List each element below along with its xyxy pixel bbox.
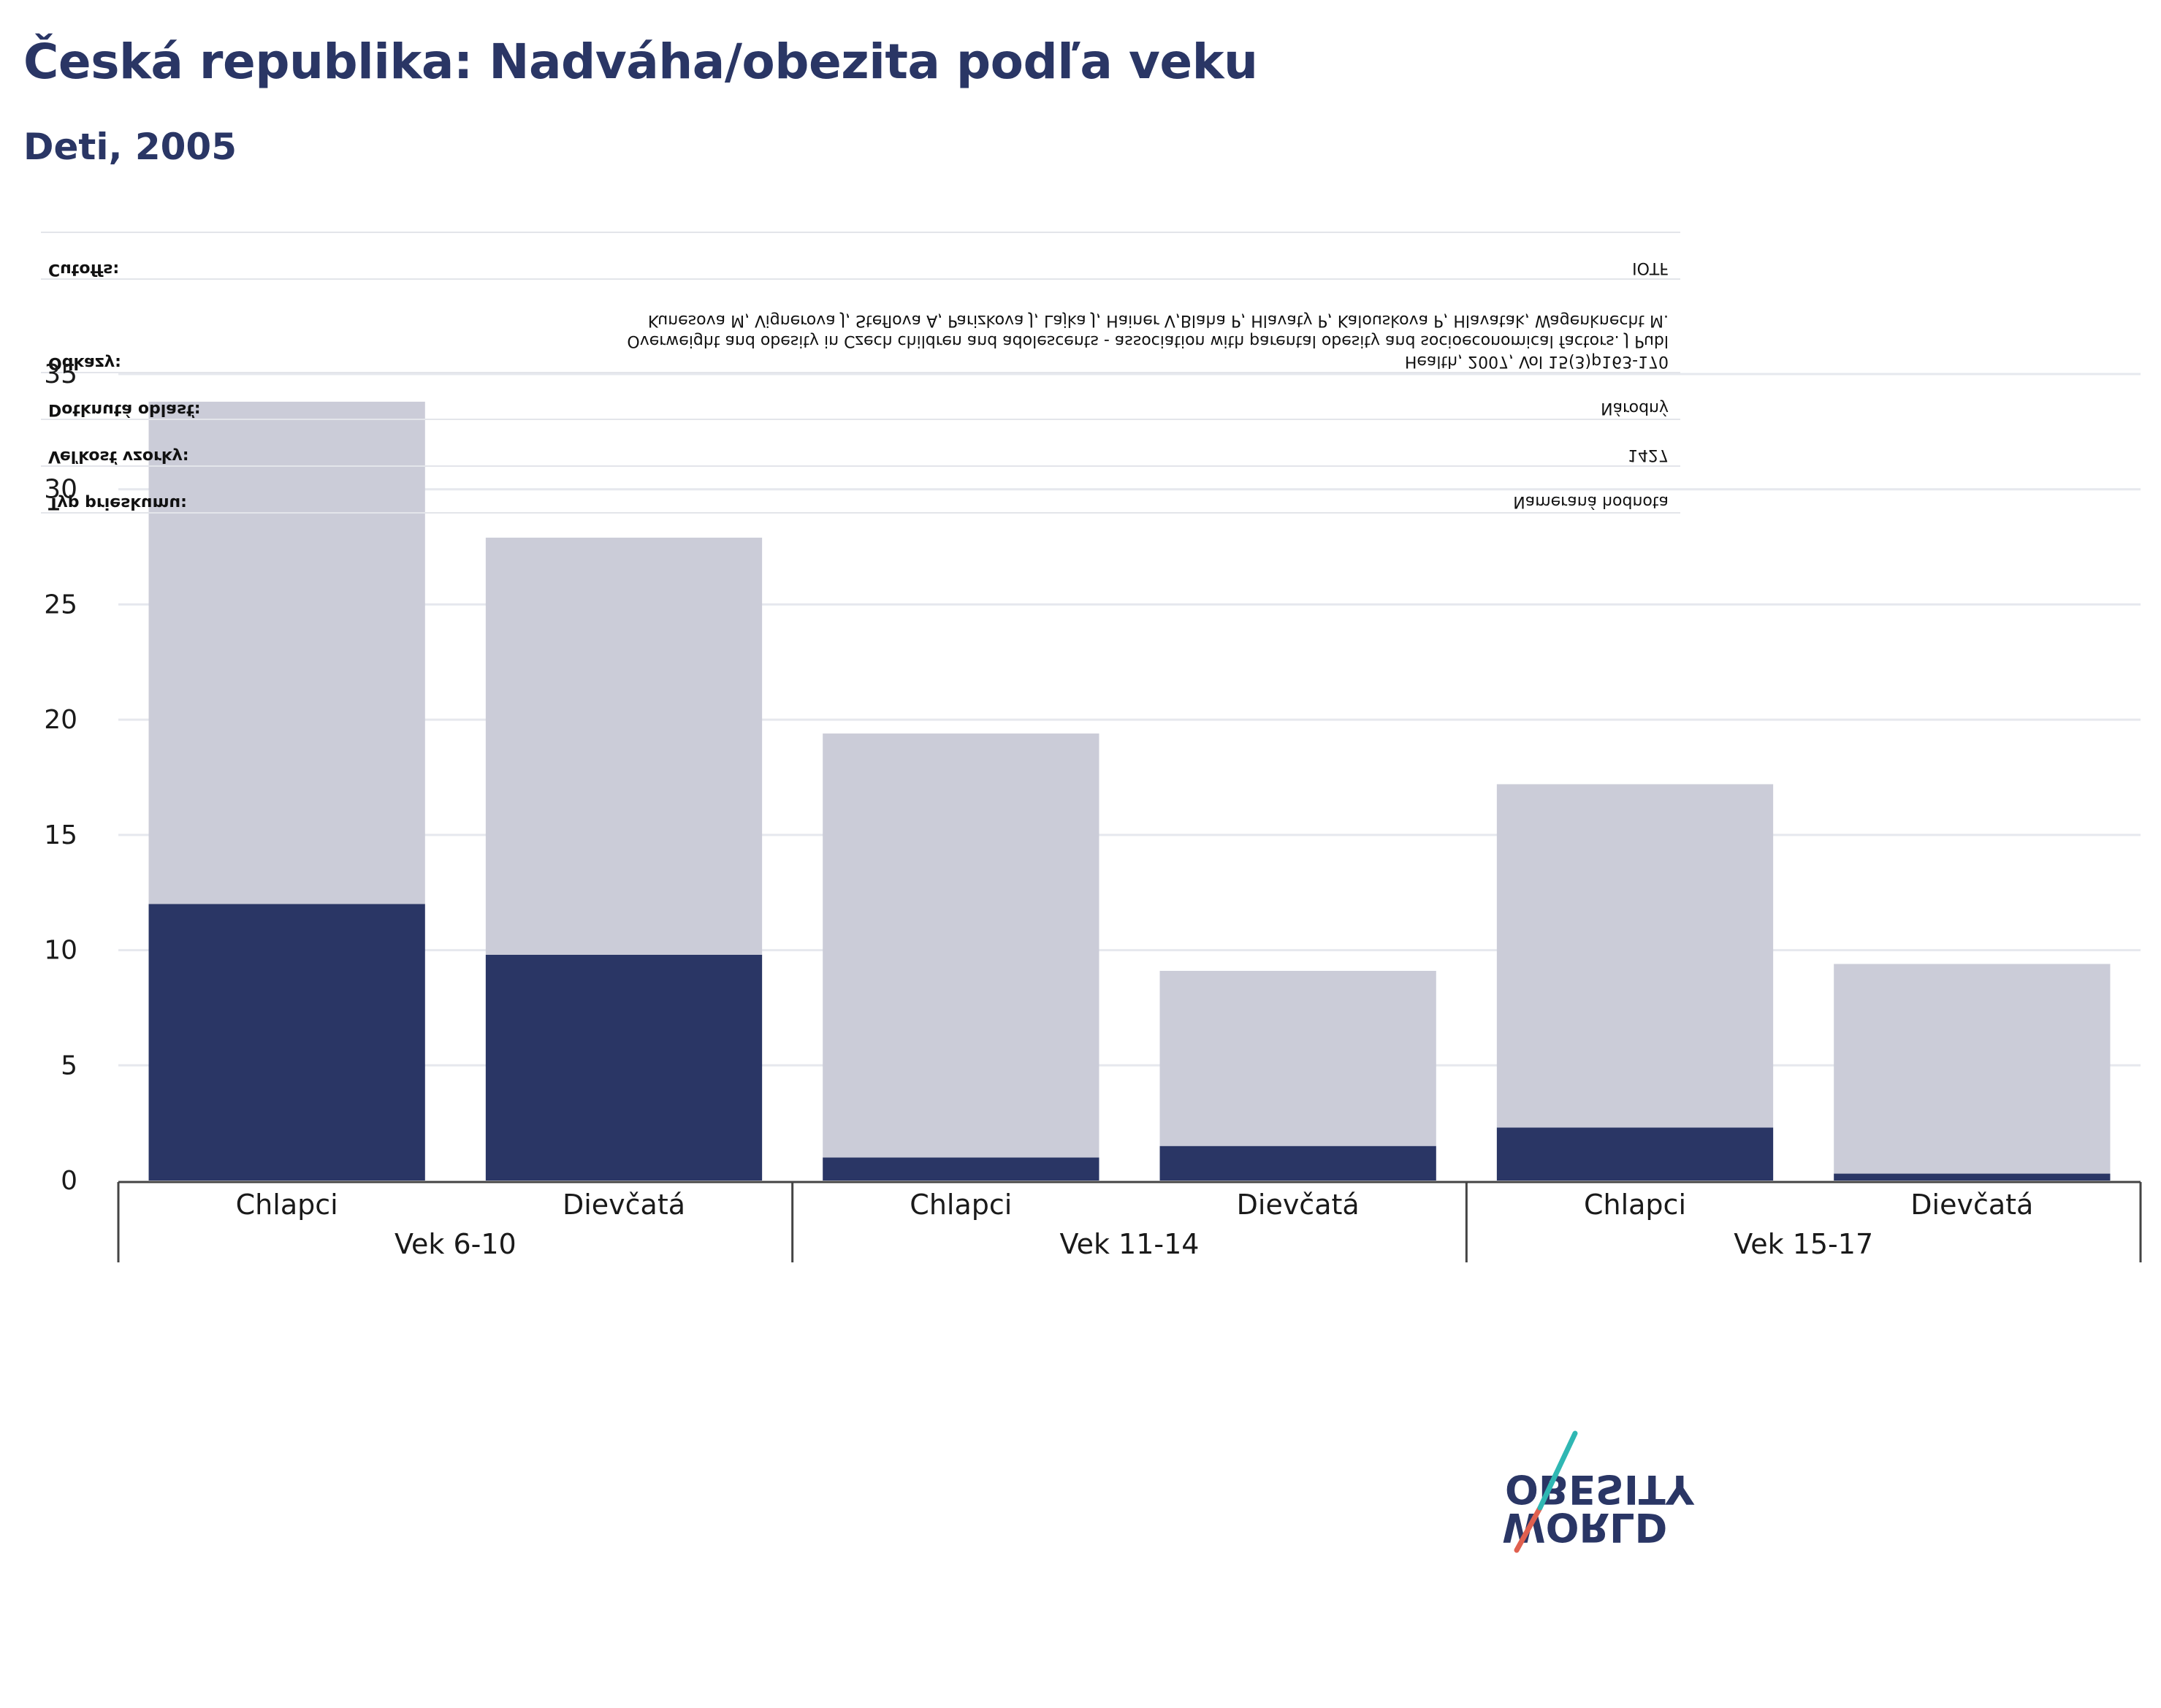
chart-title: Česká republika: Nadváha/obezita podľa v…	[23, 34, 1258, 90]
logo-slash-teal	[1537, 1430, 1578, 1511]
chart-subtitle: Deti, 2005	[23, 126, 237, 168]
logo-line-1: OBESITY	[1505, 1466, 1695, 1512]
table-row-value: Národný	[1601, 399, 1669, 417]
y-tick-label: 0	[61, 1166, 77, 1196]
x-tick-label: Chlapci	[236, 1189, 338, 1221]
table-row-value: Health, 2007, Vol 15(3)p163-170	[1405, 352, 1669, 370]
x-tick-label: Dievčatá	[563, 1189, 685, 1221]
table-row-value: Nameraná hodnota	[1513, 492, 1669, 511]
x-tick-label: Dievčatá	[1237, 1189, 1360, 1221]
table-row-label: Odkazy:	[48, 354, 121, 372]
logo-slash-red	[1514, 1505, 1543, 1553]
y-tick-label: 30	[44, 475, 77, 505]
group-label: Vek 15-17	[1734, 1228, 1873, 1260]
bar-segment-obesity	[1496, 1127, 1774, 1181]
bar-segment-obesity	[1159, 1145, 1436, 1181]
table-row-value: IOTF	[1632, 259, 1669, 277]
bar-segment-overweight	[485, 537, 763, 955]
bar-segment-overweight	[1159, 970, 1436, 1146]
mirrored-table-body: Cutoffs: IOTF Odkazy: Kunesova M, Vignerova…	[41, 232, 1680, 514]
group-label: Vek 6-10	[395, 1228, 517, 1260]
table-row-label: Typ prieskumu:	[48, 494, 187, 512]
y-tick-label: 15	[44, 820, 77, 850]
x-tick-label: Chlapci	[910, 1189, 1012, 1221]
y-tick-label: 5	[61, 1051, 77, 1080]
bar-segment-overweight	[148, 401, 425, 904]
bar-segment-overweight	[1834, 964, 2111, 1174]
y-tick-label: 25	[44, 590, 77, 619]
axes: 0 5 10 15 20 25 30 35 Chlapci Dievčatá Chlapci Diev…	[44, 359, 2142, 1262]
table-row-value: 1427	[1628, 446, 1669, 464]
table-row-label: Dotknutá oblasť:	[48, 400, 201, 419]
bars	[148, 401, 2111, 1181]
bar-segment-obesity	[823, 1157, 1099, 1181]
bar-segment-overweight	[1496, 784, 1774, 1128]
bar-segment-obesity	[148, 904, 425, 1181]
bar-segment-obesity	[1834, 1173, 2111, 1181]
group-label: Vek 11-14	[1060, 1228, 1200, 1260]
y-tick-label: 10	[44, 936, 77, 966]
x-tick-label: Chlapci	[1584, 1189, 1686, 1221]
y-tick-label: 20	[44, 705, 77, 735]
bar-segment-overweight	[823, 733, 1099, 1158]
y-tick-label: 35	[44, 359, 77, 389]
mirrored-info-table: Cutoffs: IOTF Odkazy: Kunesova M, Vignerova…	[41, 232, 1680, 514]
table-row-value: Kunesova M, Vignerova J, Steflova A, Par…	[648, 311, 1669, 329]
table-row-label: Veľkosť vzorky:	[48, 447, 189, 465]
bar-segment-obesity	[485, 954, 763, 1181]
table-row-value: Overweight and obesity in Czech children…	[627, 332, 1669, 350]
gridlines	[118, 373, 2141, 1067]
x-tick-label: Dievčatá	[1910, 1189, 2033, 1221]
table-row-label: Cutoffs:	[48, 260, 119, 278]
